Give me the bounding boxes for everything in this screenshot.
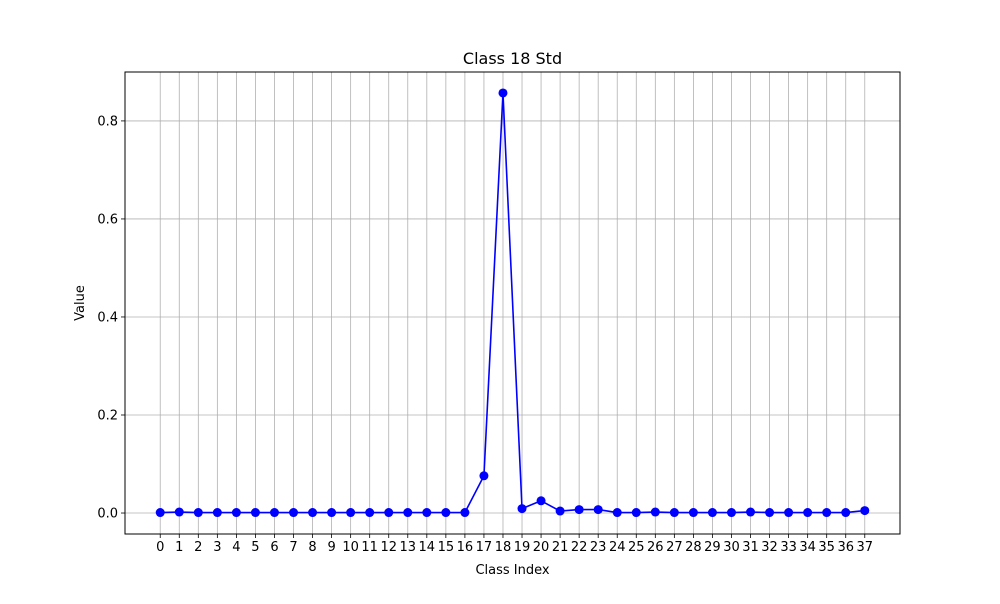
x-tick-label: 12 <box>380 540 397 555</box>
x-tick-label: 30 <box>723 540 740 555</box>
x-tick-label: 11 <box>361 540 378 555</box>
data-point <box>403 508 413 518</box>
data-point <box>612 508 622 518</box>
y-tick-label: 0.4 <box>97 310 118 325</box>
y-axis-label: Value <box>73 285 88 321</box>
data-point <box>574 505 584 515</box>
x-tick-label: 16 <box>457 540 474 555</box>
x-tick-label: 8 <box>308 540 316 555</box>
x-tick-label: 27 <box>666 540 683 555</box>
x-tick-label: 4 <box>232 540 240 555</box>
data-point <box>193 508 203 518</box>
x-tick-label: 21 <box>552 540 569 555</box>
x-tick-label: 31 <box>742 540 759 555</box>
x-tick-label: 35 <box>818 540 835 555</box>
x-tick-label: 22 <box>571 540 588 555</box>
y-tick-label: 0.6 <box>97 212 118 227</box>
x-tick-label: 20 <box>533 540 550 555</box>
data-point <box>346 508 356 518</box>
data-point <box>422 508 432 518</box>
x-tick-label: 5 <box>251 540 259 555</box>
data-point <box>746 507 756 517</box>
x-tick-label: 9 <box>327 540 335 555</box>
x-tick-label: 18 <box>495 540 512 555</box>
data-point <box>593 505 603 515</box>
data-point <box>631 508 641 518</box>
x-tick-label: 17 <box>476 540 493 555</box>
data-point <box>726 508 736 518</box>
y-axis-ticks: 0.0 0.2 0.4 0.6 0.8 <box>97 114 125 522</box>
x-tick-label: 7 <box>289 540 297 555</box>
y-tick-label: 0.8 <box>97 114 118 129</box>
chart-title: Class 18 Std <box>463 49 562 68</box>
data-point <box>860 506 870 516</box>
data-point <box>555 506 565 516</box>
data-point <box>841 508 851 518</box>
data-point <box>536 496 546 506</box>
data-point <box>212 508 222 518</box>
x-tick-label: 36 <box>837 540 854 555</box>
data-point <box>803 508 813 518</box>
x-tick-label: 26 <box>647 540 664 555</box>
x-tick-label: 13 <box>399 540 416 555</box>
y-tick-label: 0.2 <box>97 408 118 423</box>
data-point <box>174 507 184 517</box>
data-point <box>250 508 260 518</box>
x-tick-label: 6 <box>270 540 278 555</box>
data-point <box>822 508 832 518</box>
data-point <box>707 508 717 518</box>
data-point <box>479 471 489 481</box>
x-tick-label: 2 <box>194 540 202 555</box>
data-point <box>765 508 775 518</box>
data-point <box>460 508 470 518</box>
x-axis-label: Class Index <box>475 563 549 578</box>
data-point <box>269 508 279 518</box>
grid-lines <box>125 72 900 534</box>
data-point <box>498 88 508 98</box>
x-tick-label: 15 <box>438 540 455 555</box>
data-point <box>441 508 451 518</box>
x-tick-label: 25 <box>628 540 645 555</box>
x-tick-label: 3 <box>213 540 221 555</box>
data-point <box>650 507 660 517</box>
x-tick-label: 10 <box>342 540 359 555</box>
x-tick-label: 37 <box>856 540 873 555</box>
data-point <box>308 508 318 518</box>
plot-frame <box>124 71 901 535</box>
data-point <box>155 508 165 518</box>
x-tick-label: 19 <box>514 540 531 555</box>
data-point <box>231 508 241 518</box>
data-point <box>669 508 679 518</box>
data-point <box>384 508 394 518</box>
x-tick-label: 24 <box>609 540 626 555</box>
x-tick-label: 14 <box>419 540 436 555</box>
data-point <box>784 508 794 518</box>
data-point <box>517 504 527 514</box>
data-point <box>289 508 299 518</box>
x-tick-label: 34 <box>799 540 816 555</box>
x-tick-label: 1 <box>175 540 183 555</box>
x-tick-label: 23 <box>590 540 607 555</box>
x-tick-label: 33 <box>780 540 797 555</box>
x-tick-label: 29 <box>704 540 721 555</box>
x-tick-label: 0 <box>156 540 164 555</box>
x-axis-ticks: 0 1 2 3 4 5 6 7 8 9 10 11 12 13 14 15 16 17 18 19 20 21 22 23 24… <box>156 534 873 555</box>
data-point <box>365 508 375 518</box>
data-series <box>155 88 870 518</box>
x-tick-label: 32 <box>761 540 778 555</box>
x-tick-label: 28 <box>685 540 702 555</box>
data-point <box>688 508 698 518</box>
y-tick-label: 0.0 <box>97 507 118 522</box>
data-point <box>327 508 337 518</box>
